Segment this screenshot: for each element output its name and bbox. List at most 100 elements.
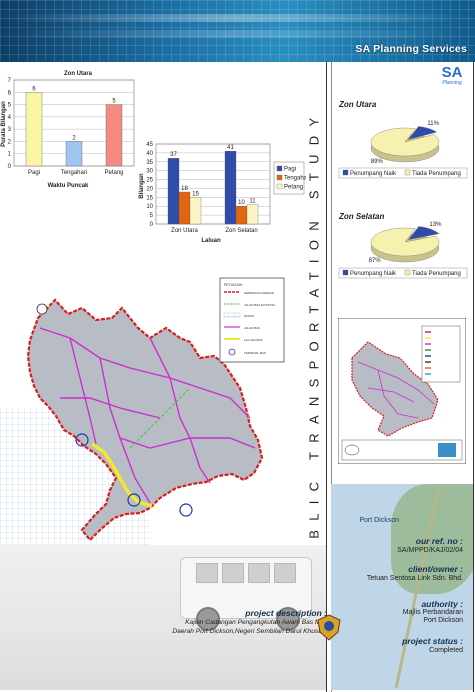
- bar: [246, 204, 259, 225]
- y-tick-label: 7: [8, 78, 12, 84]
- data-label: 15: [192, 191, 199, 197]
- y-tick-label: 6: [8, 90, 12, 96]
- legend-item: LALUAN BAS: [244, 338, 263, 342]
- bar: [224, 150, 237, 225]
- pie-data-label: 87%: [369, 258, 382, 264]
- chart-xlabel: Laluan: [201, 238, 221, 244]
- y-tick-label: 25: [146, 178, 153, 184]
- client-label: client/owner :: [408, 564, 463, 574]
- panel-divider: [326, 62, 327, 692]
- bar: [235, 206, 248, 225]
- vertical-title: PUBLIC TRANSPORTATION STUDY: [303, 92, 325, 592]
- chart-ylabel: Bilangan: [139, 173, 145, 199]
- x-tick-label: Zon Utara: [171, 228, 198, 234]
- data-label: 5: [112, 99, 116, 105]
- y-tick-label: 45: [146, 142, 153, 148]
- legend-label: Petang: [284, 185, 303, 191]
- pie-slice: [370, 227, 440, 257]
- legend-label: Tengahari: [284, 176, 306, 182]
- chart-pie-zon-utara: Zon Utara 11% 89% Penumpang Naik Tiada Penu…: [338, 100, 468, 179]
- ref-value: SA/MPPD/KAJ/02/04: [397, 547, 463, 554]
- district-map: PETUNJUK : SEMPADAN DAERAH JALAN BAS EXI…: [0, 277, 285, 553]
- bus-photo: [0, 545, 326, 690]
- terminal-marker: [179, 503, 193, 517]
- y-tick-label: 30: [146, 169, 153, 175]
- panel-divider: [473, 62, 474, 692]
- pie-title: Zon Utara: [338, 100, 377, 109]
- y-tick-label: 5: [8, 103, 12, 109]
- mini-map: [338, 318, 466, 464]
- legend-swatch: [404, 169, 411, 176]
- chart-pie-zon-selatan: Zon Selatan 13% 87% Penumpang Naik Tiada Pe…: [338, 212, 468, 279]
- panel-divider: [331, 62, 332, 692]
- x-tick-label: Zon Selatan: [225, 228, 257, 234]
- legend-title: PETUNJUK :: [224, 283, 244, 287]
- map-place-label: Port Dickson: [359, 517, 399, 524]
- y-tick-label: 15: [146, 195, 153, 201]
- banner-grid-pattern: [0, 0, 475, 62]
- y-tick-label: 5: [150, 213, 154, 219]
- district-boundary: [26, 298, 264, 542]
- legend-label: Pagi: [284, 167, 296, 173]
- data-label: 37: [170, 152, 177, 158]
- authority-value: Port Dickson: [423, 617, 463, 624]
- y-tick-label: 0: [8, 164, 12, 170]
- ref-label: our ref. no :: [415, 536, 463, 546]
- pie-slice: [407, 226, 440, 241]
- project-description: project description : Kajian Cadangan Pe…: [117, 608, 327, 636]
- y-tick-label: 35: [146, 160, 153, 166]
- logo-caption: Planning: [442, 80, 462, 86]
- map-legend: PETUNJUK : SEMPADAN DAERAH JALAN BAS EXI…: [219, 277, 285, 363]
- x-tick-label: Pagi: [28, 170, 40, 176]
- north-arrow-icon: [36, 303, 48, 315]
- pie-title: Zon Selatan: [338, 212, 384, 221]
- legend-item: PANTAI: [244, 314, 255, 318]
- header-banner: [0, 0, 475, 62]
- chart-laluan: 0 5 10 15 20 25 30 35 40 45 37 18 15 Zon Utara 41 10 11 Z…: [139, 142, 306, 244]
- data-label: 10: [238, 200, 245, 206]
- y-tick-label: 4: [8, 115, 12, 121]
- terminal-marker: [127, 493, 141, 507]
- bar: [65, 141, 83, 167]
- y-tick-label: 40: [146, 151, 153, 157]
- chart-xlabel: Waktu Puncak: [48, 183, 89, 189]
- project-info-panel: Port Dickson our ref. no : SA/MPPD/KAJ/0…: [331, 484, 473, 690]
- pie-slice: [407, 126, 438, 140]
- y-tick-label: 20: [146, 186, 153, 192]
- bar: [178, 191, 191, 225]
- pie-data-label: 89%: [371, 159, 384, 165]
- data-label: 2: [72, 135, 76, 141]
- terminal-marker: [75, 433, 89, 447]
- bus-routes: [39, 327, 256, 504]
- logo-letters: SA: [442, 64, 463, 81]
- vertical-title-text: PUBLIC TRANSPORTATION STUDY: [306, 108, 322, 576]
- data-label: 18: [181, 186, 188, 192]
- legend-swatch: [276, 183, 283, 190]
- description-label: project description :: [245, 608, 327, 618]
- sa-planning-logo: SA Planning: [437, 62, 467, 86]
- legend-box: [338, 267, 468, 279]
- legend-box: [338, 167, 468, 179]
- legend-item: JALAN BAS EXISTING: [244, 303, 276, 307]
- chart-waktu-puncak: Zon Utara 0 1 2 3 4 5 6 7 6 Pagi 2 Tengahari 5 Petang…: [1, 71, 135, 189]
- client-value: Tetuan Sentosa Link Sdn. Bhd.: [366, 575, 463, 582]
- legend-item: TERMINAL BAS: [244, 351, 266, 355]
- coastline: [91, 442, 153, 508]
- authority-value: Majlis Perbandaran: [402, 609, 463, 616]
- legend-item: JALAN BAS: [244, 326, 260, 330]
- legend-swatch: [276, 165, 283, 172]
- authority-label: authority :: [421, 599, 463, 609]
- bar: [167, 158, 180, 225]
- legend-label: Penumpang Naik: [350, 171, 397, 177]
- x-tick-label: Petang: [104, 170, 123, 176]
- status-value: Completed: [429, 647, 463, 654]
- pie-data-label: 13%: [429, 222, 442, 228]
- x-tick-label: Tengahari: [61, 170, 87, 176]
- legend-swatch: [342, 269, 349, 276]
- pie-data-label: 11%: [427, 121, 439, 127]
- description-line: Kajian Cadangan Pengangkutan Awam Bas Mi…: [185, 619, 327, 626]
- y-tick-label: 1: [8, 152, 12, 158]
- legend-swatch: [404, 269, 411, 276]
- legend-label: Tiada Penumpang: [412, 271, 461, 277]
- legend-item: SEMPADAN DAERAH: [244, 291, 274, 295]
